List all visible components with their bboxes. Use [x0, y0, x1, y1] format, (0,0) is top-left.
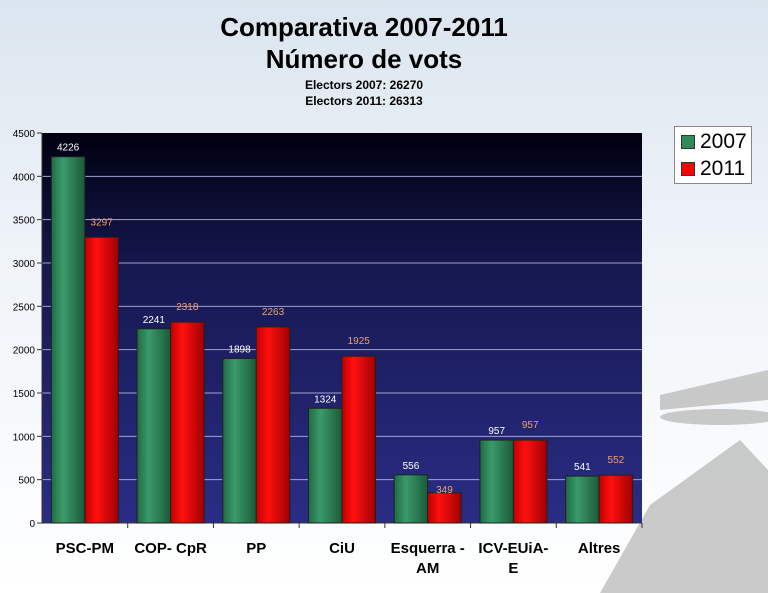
data-label-2007: 541 [574, 462, 591, 473]
legend-item-2011: 2011 [681, 157, 745, 181]
bar-2011 [598, 474, 634, 524]
bar-2011 [170, 321, 205, 524]
legend-swatch-2007 [681, 135, 695, 149]
bar-2007 [393, 474, 429, 524]
legend-label: 2007 [700, 130, 747, 153]
legend-swatch-2011 [681, 162, 695, 176]
data-label-2007: 1898 [228, 345, 251, 356]
data-label-2011: 957 [522, 420, 539, 431]
chart-subtitle: Número de vots [265, 44, 463, 74]
y-tick-label: 3500 [13, 216, 36, 227]
y-tick-label: 0 [29, 519, 35, 530]
x-tick-label: PP [246, 540, 266, 557]
x-tick-label: AM [416, 560, 439, 577]
data-label-2011: 552 [608, 455, 625, 466]
y-tick-label: 2000 [13, 346, 36, 357]
legend: 2007 2011 [674, 126, 752, 184]
chart-title: Comparativa 2007-2011 [220, 12, 508, 42]
data-label-2007: 1324 [314, 394, 337, 405]
data-label-2007: 2241 [143, 315, 166, 326]
bar-2007 [50, 156, 86, 524]
bar-2007 [222, 358, 257, 524]
data-label-2011: 2318 [176, 302, 199, 313]
data-label-2011: 3297 [90, 217, 113, 228]
data-label-2007: 4226 [57, 143, 80, 154]
bar-2011 [255, 326, 291, 524]
y-tick-label: 4000 [13, 172, 36, 183]
y-tick-label: 1500 [13, 389, 36, 400]
x-tick-label: COP- CpR [134, 540, 207, 557]
bar-2011 [512, 439, 548, 524]
y-tick-label: 2500 [13, 302, 36, 313]
x-tick-label: Esquerra - [391, 540, 465, 557]
x-tick-label: CiU [329, 540, 355, 557]
y-tick-label: 500 [18, 476, 35, 487]
electors-2007-note: Electors 2007: 26270 [304, 78, 424, 92]
x-tick-label: PSC-PM [56, 540, 114, 557]
x-tick-label: E [508, 560, 518, 577]
x-tick-label: ICV-EUiA- [478, 540, 548, 557]
x-tick-label: Altres [578, 540, 621, 557]
bar-2007 [479, 439, 514, 524]
electors-2011-note: Electors 2011: 26313 [305, 94, 423, 108]
y-tick-label: 3000 [13, 259, 36, 270]
bar-2011 [84, 236, 119, 524]
legend-item-2007: 2007 [681, 130, 747, 154]
bar-2007 [136, 328, 172, 524]
y-tick-label: 4500 [13, 129, 36, 140]
y-tick-label: 1000 [13, 432, 36, 443]
data-label-2011: 2263 [262, 307, 285, 318]
data-label-2011: 1925 [348, 336, 371, 347]
bar-2011 [341, 355, 376, 524]
legend-label: 2011 [700, 157, 746, 180]
bar-2007 [565, 475, 600, 524]
data-label-2011: 349 [436, 485, 453, 496]
data-label-2007: 556 [403, 461, 420, 472]
bar-2007 [308, 407, 343, 524]
data-label-2007: 957 [488, 426, 505, 437]
crest-watermark [600, 370, 768, 593]
bar-2011 [427, 492, 462, 524]
